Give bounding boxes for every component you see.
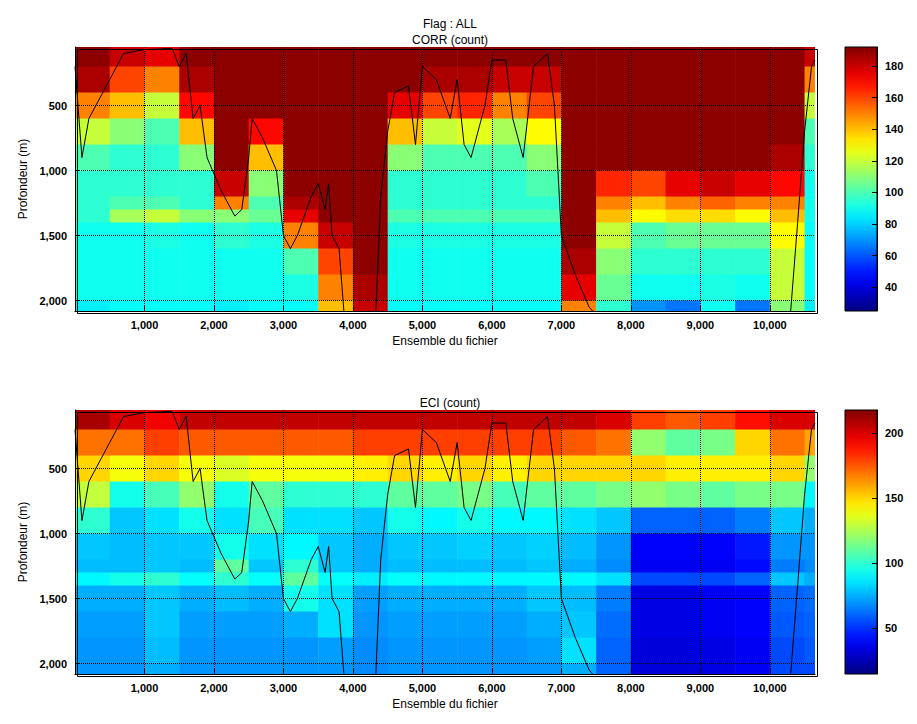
svg-text:500: 500 <box>49 463 67 475</box>
svg-text:5,000: 5,000 <box>409 319 437 331</box>
svg-text:ECI (count): ECI (count) <box>420 396 481 410</box>
svg-text:10,000: 10,000 <box>753 682 787 694</box>
svg-text:8,000: 8,000 <box>617 319 645 331</box>
svg-text:5,000: 5,000 <box>409 682 437 694</box>
svg-text:Profondeur (m): Profondeur (m) <box>16 502 30 583</box>
svg-text:40: 40 <box>885 281 897 293</box>
svg-text:6,000: 6,000 <box>478 319 506 331</box>
svg-text:9,000: 9,000 <box>687 319 715 331</box>
svg-text:120: 120 <box>885 155 903 167</box>
svg-text:100: 100 <box>885 186 903 198</box>
svg-text:60: 60 <box>885 250 897 262</box>
svg-text:10,000: 10,000 <box>753 319 787 331</box>
svg-text:80: 80 <box>885 218 897 230</box>
svg-text:6,000: 6,000 <box>478 682 506 694</box>
svg-text:1,000: 1,000 <box>39 165 67 177</box>
svg-text:3,000: 3,000 <box>270 319 298 331</box>
svg-text:4,000: 4,000 <box>339 319 367 331</box>
svg-text:180: 180 <box>885 60 903 72</box>
svg-text:Ensemble du fichier: Ensemble du fichier <box>392 334 497 348</box>
svg-text:3,000: 3,000 <box>270 682 298 694</box>
svg-text:2,000: 2,000 <box>39 295 67 307</box>
svg-text:160: 160 <box>885 92 903 104</box>
svg-text:7,000: 7,000 <box>548 319 576 331</box>
svg-text:1,500: 1,500 <box>39 230 67 242</box>
svg-text:1,000: 1,000 <box>131 682 159 694</box>
svg-text:500: 500 <box>49 100 67 112</box>
svg-text:2,000: 2,000 <box>200 319 228 331</box>
svg-text:2,000: 2,000 <box>39 658 67 670</box>
svg-text:4,000: 4,000 <box>339 682 367 694</box>
svg-text:7,000: 7,000 <box>548 682 576 694</box>
svg-text:Flag : ALL: Flag : ALL <box>423 17 477 31</box>
svg-text:Profondeur (m): Profondeur (m) <box>16 139 30 220</box>
svg-text:50: 50 <box>885 622 897 634</box>
svg-text:100: 100 <box>885 557 903 569</box>
svg-text:CORR (count): CORR (count) <box>412 33 488 47</box>
svg-text:8,000: 8,000 <box>617 682 645 694</box>
svg-text:9,000: 9,000 <box>687 682 715 694</box>
svg-text:1,000: 1,000 <box>39 528 67 540</box>
svg-text:1,500: 1,500 <box>39 593 67 605</box>
svg-text:1,000: 1,000 <box>131 319 159 331</box>
svg-text:140: 140 <box>885 123 903 135</box>
svg-text:Ensemble du fichier: Ensemble du fichier <box>392 697 497 711</box>
svg-text:200: 200 <box>885 427 903 439</box>
svg-text:150: 150 <box>885 492 903 504</box>
svg-text:2,000: 2,000 <box>200 682 228 694</box>
